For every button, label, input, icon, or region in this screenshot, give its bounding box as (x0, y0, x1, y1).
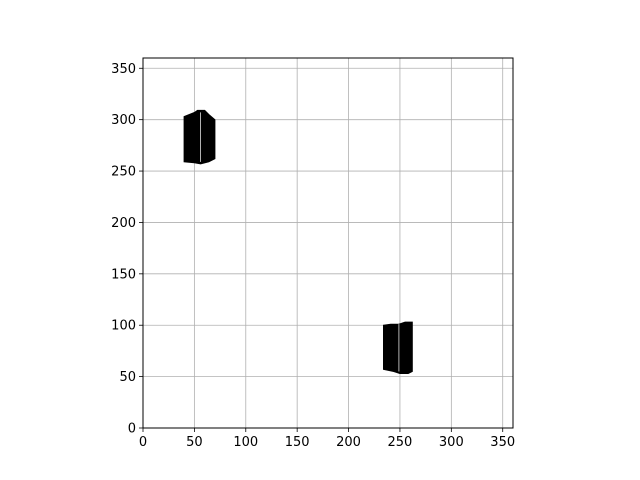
y-tick-label: 100 (111, 319, 136, 334)
y-tick-label: 200 (111, 216, 136, 231)
x-tick-label: 300 (439, 435, 464, 450)
x-tick-label: 50 (186, 435, 203, 450)
y-tick-label: 50 (119, 370, 136, 385)
x-tick-label: 350 (490, 435, 515, 450)
x-tick-label: 0 (139, 435, 147, 450)
x-tick-label: 200 (336, 435, 361, 450)
y-tick-label: 250 (111, 165, 136, 180)
x-tick-label: 250 (388, 435, 413, 450)
data-shapes (183, 109, 413, 374)
y-tick-label: 0 (128, 422, 136, 437)
plot-frame (142, 57, 514, 429)
x-tick-label: 150 (285, 435, 310, 450)
data-shape-2 (383, 321, 413, 374)
x-tick-label: 100 (233, 435, 258, 450)
grid-lines (142, 58, 513, 429)
axis-ticks: 0 50 100 150 200 250 300 350 0 50 100 150 200 250 300 3… (111, 62, 515, 450)
y-tick-label: 300 (111, 113, 136, 128)
y-tick-label: 350 (111, 62, 136, 77)
y-tick-label: 150 (111, 267, 136, 282)
data-shape-1 (183, 109, 216, 165)
